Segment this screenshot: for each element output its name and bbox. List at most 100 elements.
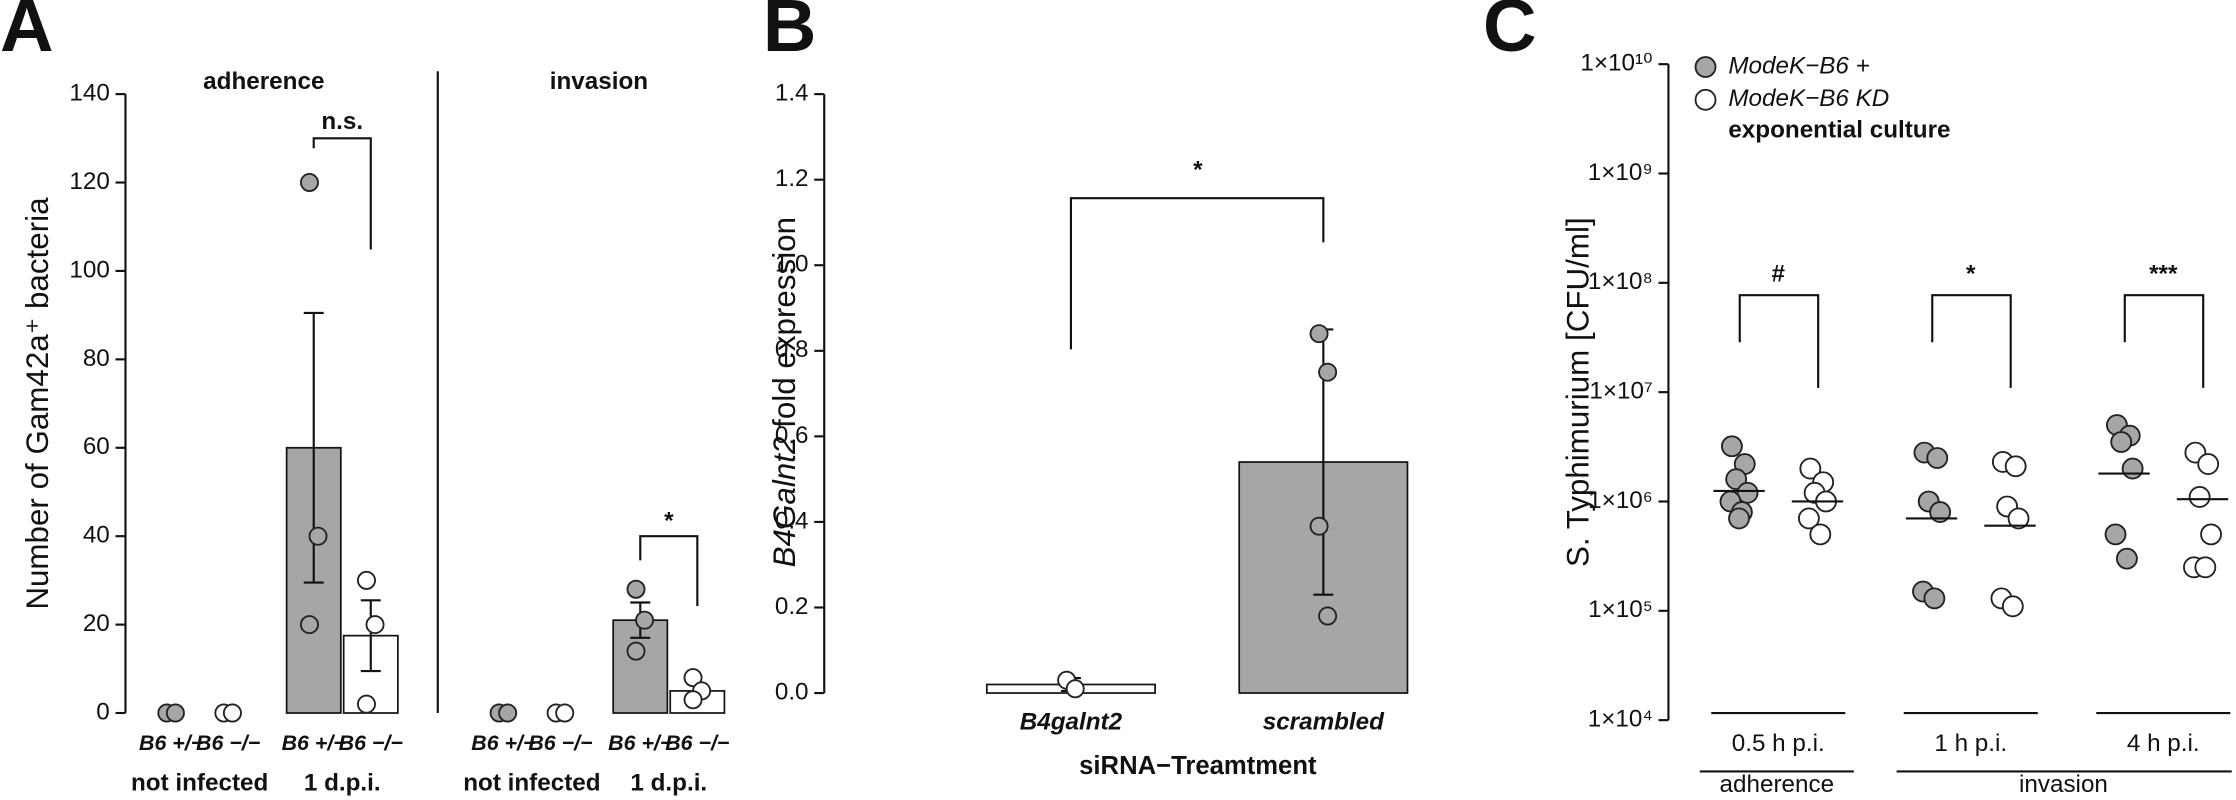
data-point <box>1797 507 1820 530</box>
legend-marker <box>1694 56 1717 78</box>
data-point <box>165 703 185 723</box>
y-axis-label: Number of Gam42a⁺ bacteria <box>20 197 55 610</box>
y-tick-label: 1×10⁶ <box>1588 487 1653 514</box>
data-point <box>1799 457 1822 480</box>
y-tick-label: 1.4 <box>775 80 809 107</box>
y-tick-label: 1.2 <box>775 165 809 192</box>
category-label: not infected <box>463 770 600 797</box>
category-label: scrambled <box>1263 708 1385 735</box>
x-axis-label: siRNA−Treamtment <box>1079 752 1317 780</box>
y-axis-label: S. Typhimurium [CFU/ml] <box>1560 217 1595 567</box>
bar-label: B6 −/− <box>665 731 730 755</box>
significance-label: *** <box>2149 261 2178 288</box>
significance-bracket <box>1931 294 2012 388</box>
data-point <box>2197 453 2220 475</box>
group-label: 4 h p.i. <box>2127 730 2200 757</box>
legend-label: ModeK−B6 + <box>1728 52 1869 79</box>
data-point <box>2104 523 2127 546</box>
category-label: 1 d.p.i. <box>630 770 707 797</box>
bar-label: B6 −/− <box>339 731 404 755</box>
significance-bracket <box>639 535 699 607</box>
bar-label: B6 −/− <box>528 731 593 755</box>
legend-marker <box>1694 88 1717 111</box>
data-point <box>2007 507 2030 530</box>
data-point <box>2004 455 2027 478</box>
data-point <box>2121 457 2144 480</box>
y-tick-label: 1.0 <box>775 251 809 278</box>
category-label: 1 d.p.i. <box>304 770 381 797</box>
data-point <box>1809 523 1832 546</box>
legend-label: ModeK−B6 KD <box>1728 85 1889 112</box>
data-point <box>299 173 319 193</box>
y-tick-label: 40 <box>83 522 110 549</box>
section-label: invasion <box>2019 771 2108 798</box>
y-tick-label: 1×10¹⁰ <box>1580 50 1652 77</box>
data-point <box>222 703 242 723</box>
bar-label: B6 +/− <box>282 731 347 755</box>
significance-bracket <box>1069 197 1325 350</box>
data-point <box>1926 447 1949 469</box>
category-label: not infected <box>131 770 268 797</box>
y-tick-label: 0.8 <box>775 336 809 363</box>
data-point <box>498 703 518 723</box>
y-tick-label: 0.6 <box>775 422 809 449</box>
data-point <box>555 703 575 723</box>
data-point <box>1318 606 1338 626</box>
data-point <box>2188 486 2211 508</box>
y-tick-label: 120 <box>69 168 109 195</box>
significance-label: # <box>1772 261 1786 288</box>
y-tick-label: 1×10⁵ <box>1588 596 1653 623</box>
y-tick-label: 60 <box>83 433 110 460</box>
panel-letter: B <box>763 0 817 67</box>
data-point <box>1318 362 1338 382</box>
significance-label: * <box>1966 261 1976 288</box>
bar-label: B6 +/− <box>608 731 673 755</box>
y-tick-label: 1×10⁹ <box>1588 159 1653 186</box>
bar-label: B6 +/− <box>471 731 536 755</box>
data-point <box>1309 324 1329 344</box>
y-tick-label: 0 <box>96 698 109 725</box>
data-point <box>626 579 646 599</box>
data-point <box>635 610 655 630</box>
significance-bracket <box>2123 294 2205 388</box>
data-point <box>1929 501 1952 523</box>
y-tick-label: 140 <box>69 80 109 107</box>
significance-label: * <box>1193 157 1203 184</box>
data-point <box>299 615 319 635</box>
data-point <box>683 668 703 688</box>
y-tick-label: 100 <box>69 256 109 283</box>
y-tick-label: 1×10⁷ <box>1589 378 1652 405</box>
data-point <box>2116 547 2138 570</box>
bar-label: B6 −/− <box>196 731 261 755</box>
group-label: 0.5 h p.i. <box>1732 730 1825 757</box>
data-point <box>2200 523 2222 546</box>
section-title: adherence <box>203 68 324 95</box>
y-tick-label: 1×10⁴ <box>1588 706 1653 733</box>
section-label: adherence <box>1720 771 1835 798</box>
data-point <box>626 641 646 661</box>
y-tick-label: 0.2 <box>775 593 809 620</box>
significance-bracket <box>1738 294 1820 388</box>
data-point <box>1923 587 1946 610</box>
y-tick-label: 0.4 <box>775 507 809 534</box>
bar-label: B6 +/− <box>139 731 204 755</box>
legend-title: exponential culture <box>1728 117 1950 144</box>
significance-label: n.s. <box>321 108 363 135</box>
data-point <box>1309 516 1329 536</box>
y-tick-label: 80 <box>83 345 110 372</box>
data-point <box>357 694 376 714</box>
data-point <box>1720 435 1743 458</box>
data-point <box>365 615 385 635</box>
y-tick-label: 20 <box>83 610 110 637</box>
significance-label: * <box>664 507 674 534</box>
data-point <box>1728 507 1750 530</box>
data-point <box>2001 595 2024 618</box>
y-axis-label-italic: B4Galnt2 <box>767 437 802 568</box>
y-axis-label: B4Galnt2 fold expression <box>767 217 802 567</box>
significance-bracket <box>312 137 372 250</box>
data-point <box>1065 679 1085 699</box>
data-point <box>308 526 328 546</box>
panel-letter: C <box>1483 0 1537 67</box>
y-axis-label-rest: fold expression <box>767 217 802 428</box>
